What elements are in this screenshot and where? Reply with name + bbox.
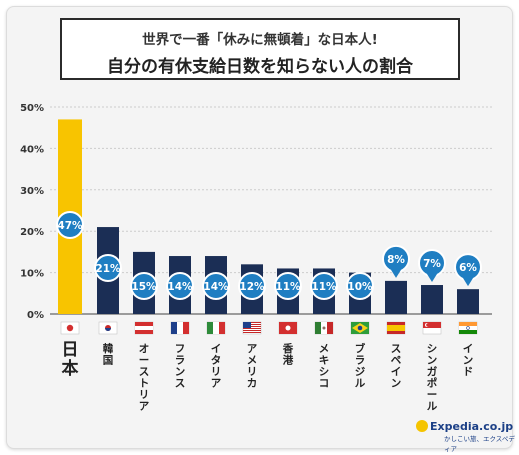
data-label-bubble: 11%	[310, 272, 338, 300]
chart-title: 自分の有休支給日数を知らない人の割合	[107, 57, 413, 77]
x-tick-label: スペイン	[391, 343, 402, 390]
data-label-bubble: 15%	[130, 272, 158, 300]
data-label: 6%	[459, 262, 477, 274]
x-tick-label: 韓国	[103, 342, 114, 367]
hong-kong-flag-icon	[278, 321, 298, 335]
data-label-bubble: 14%	[166, 272, 194, 300]
south-korea-flag-icon	[98, 321, 118, 335]
data-label-bubble: 10%	[346, 272, 374, 300]
x-tick-label: シンガポール	[427, 343, 438, 413]
data-label: 8%	[387, 254, 405, 266]
y-tick-label: 50%	[20, 103, 44, 114]
bubble-circle	[56, 211, 84, 239]
austria-flag-icon	[134, 321, 154, 335]
data-label: 14%	[203, 281, 229, 293]
japan-flag-icon	[60, 321, 80, 335]
chart-subtitle: 世界で一番「休みに無頓着」な日本人!	[142, 32, 378, 48]
x-tick-label: 日本	[62, 340, 79, 379]
mexico-flag-icon	[314, 321, 334, 335]
brazil-flag-icon	[350, 321, 370, 335]
y-tick-label: 20%	[20, 227, 44, 238]
y-tick-label: 10%	[20, 269, 44, 280]
y-tick-label: 40%	[20, 144, 44, 155]
y-tick-label: 30%	[20, 186, 44, 197]
bar	[457, 289, 479, 314]
usa-flag-icon	[242, 321, 262, 335]
title-box: 世界で一番「休みに無頓着」な日本人! 自分の有休支給日数を知らない人の割合	[60, 18, 460, 80]
logo-tagline: かしこい旅、エクスペディア	[444, 435, 515, 453]
data-label: 12%	[239, 281, 265, 293]
x-tick-label: アメリカ	[247, 343, 258, 390]
data-label-bubble: 47%	[56, 211, 84, 239]
bubble-circle	[130, 272, 158, 300]
data-label-bubble: 12%	[238, 272, 266, 300]
data-label-bubble: 7%	[418, 249, 446, 283]
data-label-bubble: 21%	[94, 254, 122, 282]
bubble-pointer	[463, 278, 473, 287]
bubble-circle	[346, 272, 374, 300]
bubble-circle	[94, 254, 122, 282]
x-tick-label: インド	[463, 343, 474, 378]
india-flag-icon	[458, 321, 478, 335]
bubble-circle	[238, 272, 266, 300]
x-tick-label: 香港	[282, 342, 294, 367]
data-label-bubble: 8%	[382, 244, 410, 278]
data-label: 47%	[57, 220, 83, 232]
x-tick-label: メキシコ	[319, 343, 330, 390]
data-label: 11%	[311, 281, 337, 293]
x-tick-label: イタリア	[211, 343, 222, 390]
bubble-circle	[202, 272, 230, 300]
bubble-circle	[274, 272, 302, 300]
spain-flag-icon	[386, 321, 406, 335]
logo-brand: Expedia.co.jp	[430, 420, 514, 433]
bubble-circle	[310, 272, 338, 300]
x-tick-label: オーストリア	[139, 343, 150, 413]
plane-logo-icon	[416, 420, 428, 432]
data-label-bubble: 11%	[274, 272, 302, 300]
data-label-bubble: 14%	[202, 272, 230, 300]
data-label: 21%	[95, 263, 121, 275]
bar	[385, 280, 407, 314]
italy-flag-icon	[206, 321, 226, 335]
bubble-pointer	[427, 274, 437, 283]
data-label: 7%	[423, 258, 441, 270]
data-label: 10%	[347, 281, 373, 293]
expedia-logo: Expedia.co.jp かしこい旅、エクスペディア	[416, 420, 519, 453]
bubble-pointer	[391, 269, 401, 278]
y-tick-label: 0%	[27, 310, 44, 321]
data-label: 11%	[275, 281, 301, 293]
bar	[421, 285, 443, 314]
data-label-bubble: 6%	[454, 253, 482, 287]
bubble-circle	[166, 272, 194, 300]
x-tick-label: ブラジル	[355, 342, 366, 390]
singapore-flag-icon	[422, 321, 442, 335]
data-label: 14%	[167, 281, 193, 293]
data-label: 15%	[131, 281, 157, 293]
france-flag-icon	[170, 321, 190, 335]
x-tick-label: フランス	[175, 343, 186, 390]
